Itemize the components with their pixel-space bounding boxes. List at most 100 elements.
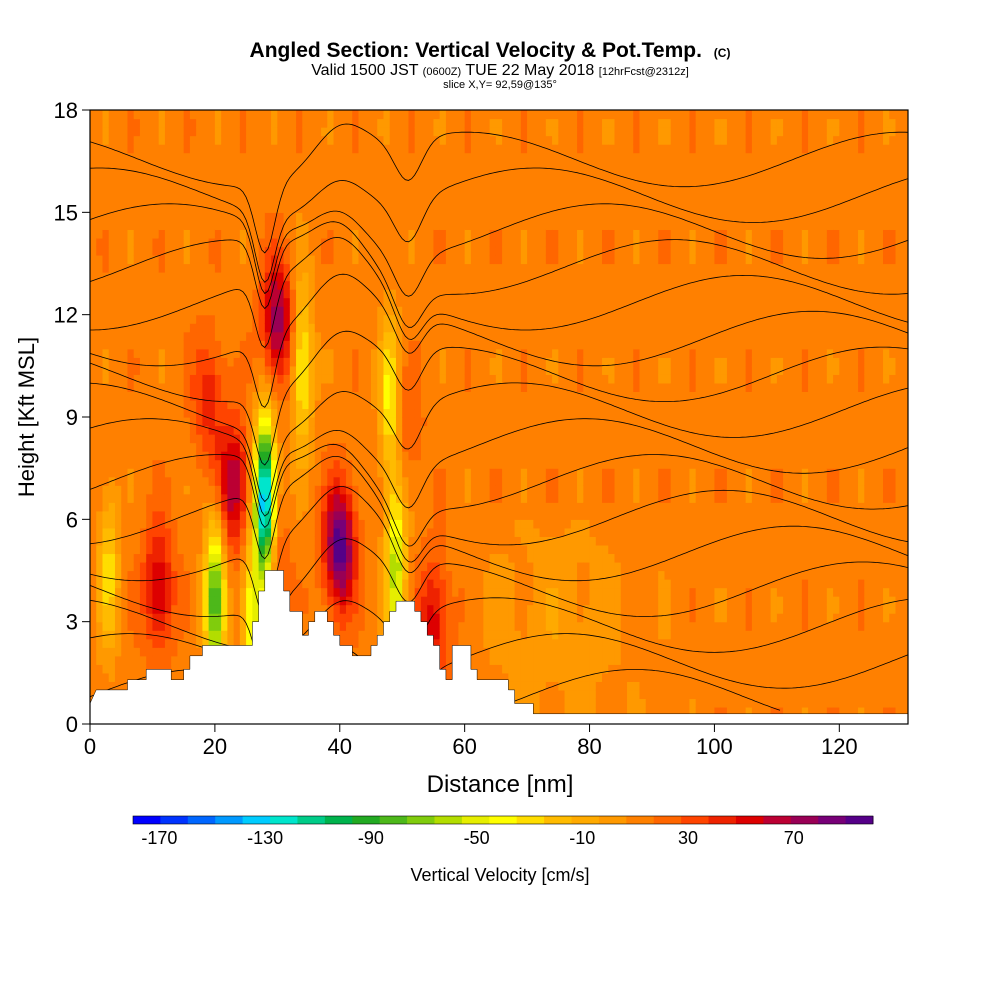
velocity-cell (283, 468, 291, 478)
velocity-cell (289, 544, 297, 555)
velocity-cell (127, 186, 135, 196)
velocity-cell (445, 331, 453, 341)
velocity-cell (258, 544, 266, 555)
velocity-cell (402, 246, 410, 256)
velocity-cell (395, 510, 403, 520)
velocity-cell (352, 519, 360, 529)
velocity-cell (289, 391, 297, 401)
velocity-cell (158, 152, 166, 162)
velocity-cell (477, 178, 484, 188)
velocity-cell (427, 382, 435, 393)
velocity-cell (452, 220, 460, 230)
velocity-cell (283, 289, 291, 299)
velocity-cell (308, 365, 316, 375)
velocity-cell (96, 399, 104, 410)
velocity-cell (233, 203, 241, 213)
velocity-cell (302, 630, 310, 640)
velocity-cell (239, 425, 247, 435)
velocity-cell (183, 331, 191, 341)
velocity-cell (452, 118, 460, 128)
velocity-cell (133, 519, 141, 529)
velocity-cell (252, 161, 260, 171)
velocity-cell (508, 596, 516, 606)
velocity-cell (464, 161, 472, 171)
velocity-cell (364, 161, 372, 171)
velocity-cell (308, 579, 316, 589)
velocity-cell (327, 246, 335, 256)
velocity-cell (489, 306, 497, 316)
velocity-cell (289, 229, 297, 239)
velocity-cell (352, 220, 360, 230)
velocity-cell (495, 672, 503, 682)
velocity-cell (439, 135, 447, 145)
velocity-cell (333, 596, 341, 606)
velocity-cell (377, 442, 385, 452)
velocity-cell (327, 374, 335, 384)
velocity-cell (258, 527, 266, 537)
velocity-cell (377, 178, 385, 188)
velocity-cell (339, 254, 347, 265)
velocity-cell (121, 468, 129, 478)
velocity-cell (308, 459, 316, 469)
velocity-cell (464, 382, 472, 393)
velocity-cell (420, 468, 428, 478)
velocity-cell (227, 254, 235, 265)
velocity-cell (452, 195, 460, 205)
velocity-cell (264, 212, 272, 222)
velocity-cell (271, 212, 278, 222)
velocity-cell (233, 289, 241, 299)
velocity-cell (383, 195, 391, 205)
velocity-cell (208, 553, 216, 563)
velocity-cell (389, 186, 397, 196)
velocity-cell (414, 408, 422, 418)
velocity-cell (227, 468, 235, 478)
velocity-cell (414, 331, 422, 341)
velocity-cell (495, 382, 503, 393)
velocity-cell (433, 451, 441, 461)
velocity-cell (489, 314, 497, 324)
velocity-cell (333, 110, 341, 120)
velocity-cell (183, 417, 191, 427)
velocity-cell (514, 613, 522, 623)
velocity-cell (221, 596, 228, 606)
velocity-cell (302, 570, 310, 580)
velocity-cell (346, 519, 353, 529)
velocity-cell (252, 314, 260, 324)
velocity-cell (264, 323, 272, 333)
velocity-cell (514, 485, 522, 495)
velocity-cell (464, 246, 472, 256)
velocity-cell (439, 442, 447, 452)
velocity-cell (370, 493, 378, 503)
velocity-cell (146, 638, 154, 648)
velocity-cell (377, 579, 385, 589)
velocity-cell (502, 254, 509, 265)
velocity-cell (127, 237, 135, 248)
velocity-cell (96, 561, 104, 572)
velocity-cell (364, 280, 372, 290)
velocity-cell (358, 544, 366, 555)
velocity-cell (133, 110, 141, 120)
velocity-cell (90, 161, 97, 171)
velocity-cell (489, 485, 497, 495)
velocity-cell (352, 553, 360, 563)
velocity-cell (221, 186, 228, 196)
velocity-cell (277, 203, 285, 213)
velocity-cell (308, 110, 316, 120)
velocity-cell (389, 468, 397, 478)
velocity-cell (470, 152, 478, 162)
velocity-cell (171, 553, 179, 563)
velocity-cell (271, 493, 278, 503)
velocity-cell (314, 152, 322, 162)
velocity-cell (189, 382, 197, 393)
velocity-cell (177, 527, 185, 537)
velocity-cell (158, 561, 166, 572)
velocity-cell (439, 382, 447, 393)
velocity-cell (433, 195, 441, 205)
velocity-cell (377, 570, 385, 580)
velocity-cell (183, 374, 191, 384)
velocity-cell (102, 527, 110, 537)
velocity-cell (470, 195, 478, 205)
velocity-cell (177, 672, 185, 682)
velocity-cell (289, 212, 297, 222)
velocity-cell (483, 664, 491, 674)
